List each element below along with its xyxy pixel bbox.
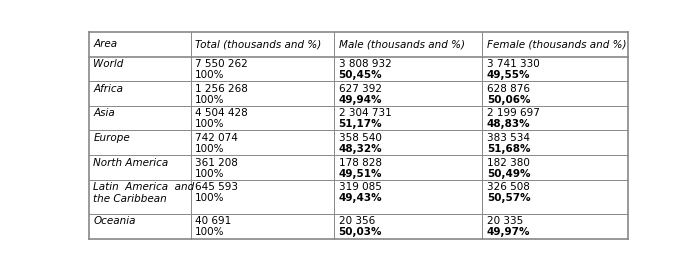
Text: 100%: 100% <box>195 95 225 105</box>
Text: 178 828: 178 828 <box>339 158 382 168</box>
Text: 49,97%: 49,97% <box>486 227 531 237</box>
Text: 361 208: 361 208 <box>195 158 238 168</box>
Text: Europe: Europe <box>94 133 130 143</box>
Text: 742 074: 742 074 <box>195 133 238 143</box>
Text: 48,83%: 48,83% <box>486 119 531 129</box>
Text: 7 550 262: 7 550 262 <box>195 59 248 69</box>
Text: 182 380: 182 380 <box>486 158 530 168</box>
Text: 3 741 330: 3 741 330 <box>486 59 540 69</box>
Text: 50,45%: 50,45% <box>339 70 382 80</box>
Text: 20 356: 20 356 <box>339 216 375 226</box>
Text: North America: North America <box>94 158 169 168</box>
Text: 319 085: 319 085 <box>339 182 382 192</box>
Text: 645 593: 645 593 <box>195 182 238 192</box>
Text: 49,55%: 49,55% <box>486 70 531 80</box>
Text: 40 691: 40 691 <box>195 216 231 226</box>
Text: 100%: 100% <box>195 193 225 203</box>
Text: 50,03%: 50,03% <box>339 227 382 237</box>
Text: 4 504 428: 4 504 428 <box>195 108 248 118</box>
Text: Female (thousands and %): Female (thousands and %) <box>486 39 626 49</box>
Text: 3 808 932: 3 808 932 <box>339 59 391 69</box>
Text: 50,57%: 50,57% <box>486 193 531 203</box>
Text: 100%: 100% <box>195 70 225 80</box>
Text: 49,43%: 49,43% <box>339 193 382 203</box>
Text: 50,49%: 50,49% <box>486 169 531 179</box>
Text: 51,17%: 51,17% <box>339 119 382 129</box>
Text: Total (thousands and %): Total (thousands and %) <box>195 39 321 49</box>
Text: 383 534: 383 534 <box>486 133 530 143</box>
Text: Oceania: Oceania <box>94 216 136 226</box>
Text: Male (thousands and %): Male (thousands and %) <box>339 39 465 49</box>
Text: 628 876: 628 876 <box>486 84 530 94</box>
Text: 100%: 100% <box>195 169 225 179</box>
Text: 49,51%: 49,51% <box>339 169 382 179</box>
Text: Area: Area <box>94 39 118 49</box>
Text: Asia: Asia <box>94 108 116 118</box>
Text: 100%: 100% <box>195 119 225 129</box>
Text: 627 392: 627 392 <box>339 84 382 94</box>
Text: 100%: 100% <box>195 227 225 237</box>
Text: 1 256 268: 1 256 268 <box>195 84 248 94</box>
Text: 20 335: 20 335 <box>486 216 523 226</box>
Text: 51,68%: 51,68% <box>486 144 531 154</box>
Text: 326 508: 326 508 <box>486 182 530 192</box>
Text: 48,32%: 48,32% <box>339 144 382 154</box>
Text: 2 199 697: 2 199 697 <box>486 108 540 118</box>
Text: World: World <box>94 59 124 69</box>
Text: 100%: 100% <box>195 144 225 154</box>
Text: 358 540: 358 540 <box>339 133 382 143</box>
Text: 50,06%: 50,06% <box>486 95 531 105</box>
Text: Latin  America  and
the Caribbean: Latin America and the Caribbean <box>94 182 195 204</box>
Text: Africa: Africa <box>94 84 123 94</box>
Text: 2 304 731: 2 304 731 <box>339 108 391 118</box>
Text: 49,94%: 49,94% <box>339 95 382 105</box>
